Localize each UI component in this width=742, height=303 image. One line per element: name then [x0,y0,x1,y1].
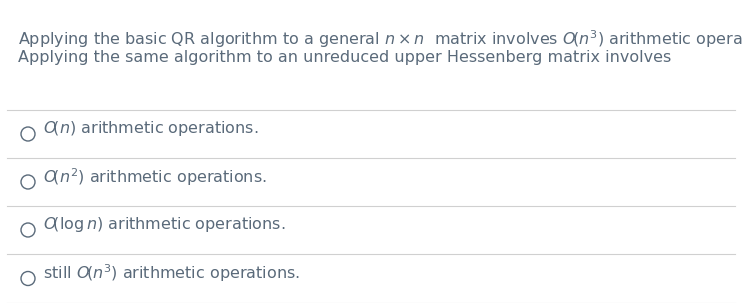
Text: Applying the same algorithm to an unreduced upper Hessenberg matrix involves: Applying the same algorithm to an unredu… [18,50,672,65]
Text: $O\!\left(\log n\right)$ arithmetic operations.: $O\!\left(\log n\right)$ arithmetic oper… [43,215,286,235]
Text: Applying the basic QR algorithm to a general $n \times n$  matrix involves $O\!\: Applying the basic QR algorithm to a gen… [18,28,742,50]
Text: $O\!\left(n^2\right)$ arithmetic operations.: $O\!\left(n^2\right)$ arithmetic operati… [43,166,267,188]
Text: $O\!\left(n\right)$ arithmetic operations.: $O\!\left(n\right)$ arithmetic operation… [43,119,258,138]
Text: still $O\!\left(n^3\right)$ arithmetic operations.: still $O\!\left(n^3\right)$ arithmetic o… [43,263,300,284]
